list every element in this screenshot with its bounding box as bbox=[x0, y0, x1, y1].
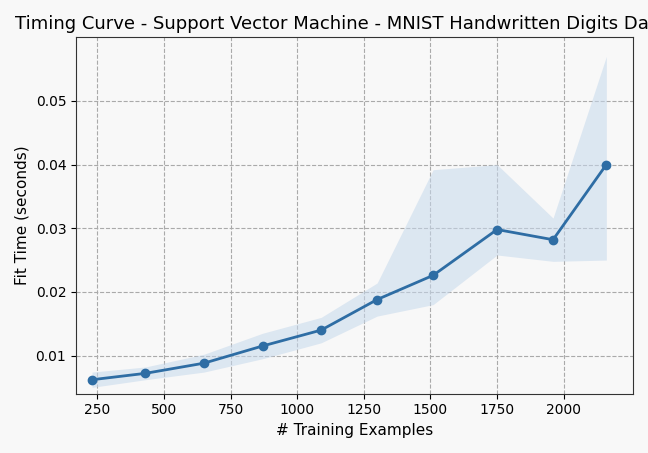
X-axis label: # Training Examples: # Training Examples bbox=[276, 423, 433, 438]
Y-axis label: Fit Time (seconds): Fit Time (seconds) bbox=[15, 146, 30, 285]
Title: Timing Curve - Support Vector Machine - MNIST Handwritten Digits Dataset: Timing Curve - Support Vector Machine - … bbox=[15, 15, 648, 33]
